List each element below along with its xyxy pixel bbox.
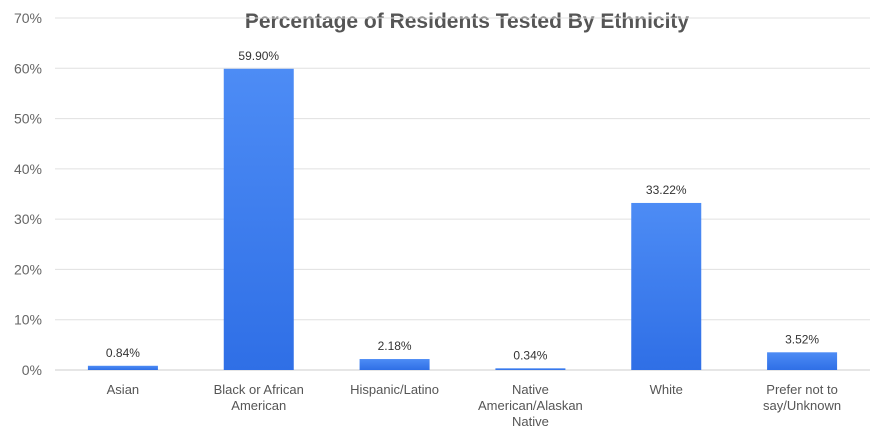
bar[interactable] (631, 202, 702, 370)
category-label-line: Hispanic/Latino (350, 382, 439, 397)
category-label: Asian (107, 382, 140, 397)
y-tick-label: 30% (14, 211, 42, 227)
y-tick-label: 50% (14, 111, 42, 127)
category-label-line: Prefer not to (766, 382, 838, 397)
y-tick-label: 20% (14, 261, 42, 277)
category-label: White (650, 382, 683, 397)
data-label: 0.84% (106, 346, 140, 360)
category-label: Hispanic/Latino (350, 382, 439, 397)
category-label-line: Asian (107, 382, 140, 397)
category-label: Prefer not to say/Unknown (763, 382, 841, 413)
bar[interactable] (767, 352, 838, 370)
y-tick-label: 0% (22, 362, 42, 378)
category-label-line: say/Unknown (763, 398, 841, 413)
category-label: Black or African American (214, 382, 304, 413)
data-labels: 0.84% 59.90% 2.18% 0.34% 33.22% 3.52% (106, 49, 820, 363)
category-label-line: Black or African (214, 382, 304, 397)
data-label: 2.18% (378, 339, 412, 353)
bar[interactable] (223, 68, 294, 370)
category-label-line: American/Alaskan (478, 398, 583, 413)
x-axis: Asian Black or African American Hispanic/La… (107, 382, 841, 429)
y-tick-label: 10% (14, 312, 42, 328)
chart-title: Percentage of Residents Tested By Ethnic… (245, 10, 690, 33)
category-label-line: American (231, 398, 286, 413)
grid-lines (55, 17, 870, 371)
bar[interactable] (495, 368, 566, 370)
data-label: 0.34% (513, 348, 547, 362)
bars (87, 68, 838, 370)
category-label: Native American/Alaskan Native (478, 382, 583, 429)
data-label: 3.52% (785, 332, 819, 346)
category-label-line: Native (512, 414, 549, 429)
category-label-line: Native (512, 382, 549, 397)
category-label-line: White (650, 382, 683, 397)
y-tick-label: 70% (14, 10, 42, 26)
data-label: 33.22% (646, 183, 687, 197)
y-tick-label: 40% (14, 161, 42, 177)
y-tick-label: 60% (14, 60, 42, 76)
data-label: 59.90% (238, 49, 279, 63)
bar[interactable] (87, 365, 158, 370)
bar[interactable] (359, 359, 430, 370)
y-axis: 0% 10% 20% 30% 40% 50% 60% 70% (14, 10, 42, 378)
